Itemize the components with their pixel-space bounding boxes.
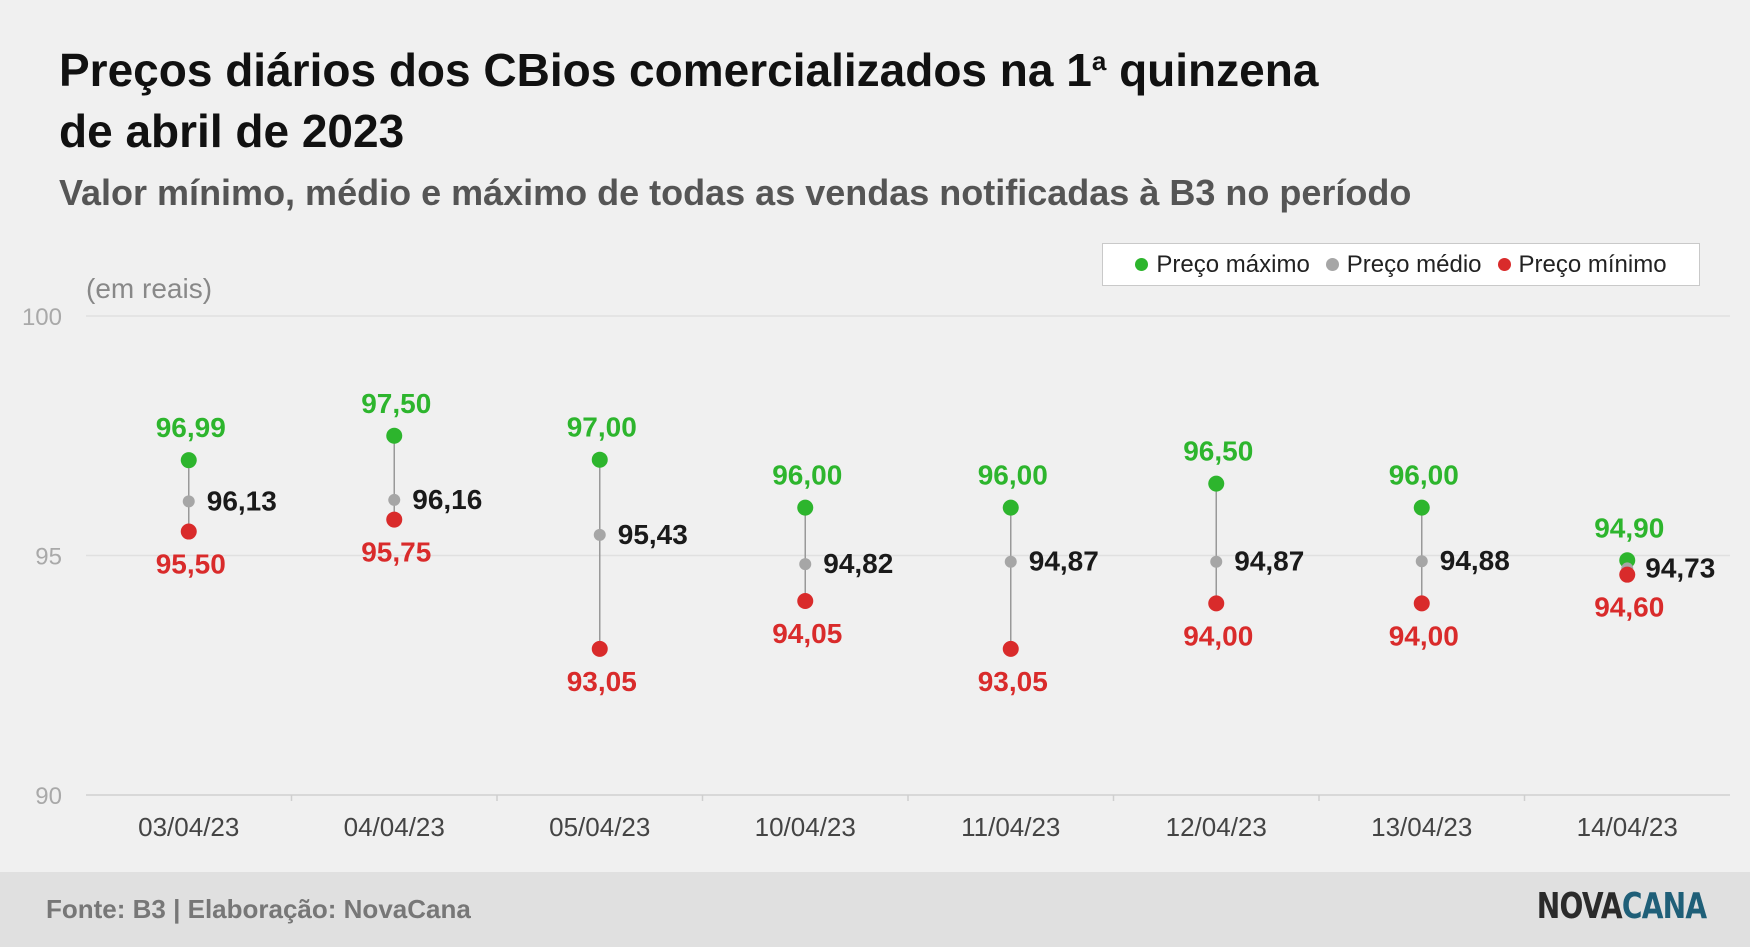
- y-tick-label-95: 95: [35, 544, 62, 571]
- y-axis-title: (em reais): [86, 273, 212, 304]
- max-point: [180, 452, 197, 469]
- max-point: [1413, 499, 1430, 516]
- title-line-1-end: quinzena: [1106, 44, 1319, 96]
- dot-range-chart: (em reais) 90 95 100 03/04/23 04/04/23 05/04/2…: [22, 273, 1730, 842]
- y-tick-label-100: 100: [22, 304, 62, 331]
- min-data-label: 95,50: [156, 549, 226, 580]
- x-tick-label: 03/04/23: [138, 812, 239, 842]
- min-point: [386, 511, 403, 528]
- x-tick-label: 11/04/23: [961, 812, 1060, 842]
- chart-subtitle: Valor mínimo, médio e máximo de todas as…: [59, 172, 1412, 213]
- novacana-logo: NOVACANA: [1536, 886, 1706, 927]
- min-point: [180, 523, 197, 540]
- title-line-2: de abril de 2023: [59, 104, 405, 157]
- min-point: [797, 593, 814, 610]
- avg-data-label: 94,73: [1645, 552, 1715, 583]
- avg-point: [1210, 555, 1223, 568]
- legend-item-max: Preço máximo: [1135, 250, 1310, 279]
- source-note: Fonte: B3 | Elaboração: NovaCana: [46, 894, 471, 924]
- avg-data-label: 94,87: [1029, 546, 1099, 577]
- logo-part-2: CANA: [1621, 886, 1707, 927]
- max-point: [591, 451, 608, 468]
- min-data-label: 93,05: [978, 666, 1048, 697]
- max-point: [1002, 499, 1019, 516]
- avg-data-label: 95,43: [618, 519, 688, 550]
- legend-dot-avg: [1325, 258, 1339, 271]
- max-data-label: 96,99: [156, 412, 226, 443]
- x-tick-label: 14/04/23: [1577, 812, 1678, 842]
- max-data-label: 94,90: [1594, 512, 1664, 543]
- legend-dot-min: [1497, 258, 1511, 271]
- logo-part-1: NOVA: [1536, 886, 1622, 927]
- min-data-label: 94,00: [1389, 620, 1459, 651]
- avg-data-label: 94,87: [1234, 546, 1304, 577]
- max-data-label: 96,00: [978, 460, 1048, 491]
- legend-item-avg: Preço médio: [1325, 250, 1482, 279]
- avg-point: [182, 495, 195, 508]
- legend-dot-max: [1135, 258, 1149, 271]
- min-point: [591, 640, 608, 657]
- avg-point: [593, 528, 606, 541]
- y-tick-label-90: 90: [35, 783, 62, 810]
- min-point: [1619, 566, 1636, 583]
- min-point: [1208, 595, 1225, 612]
- min-data-label: 94,60: [1594, 592, 1664, 623]
- max-point: [797, 499, 814, 516]
- avg-data-label: 96,16: [412, 484, 482, 515]
- legend-label-avg: Preço médio: [1346, 250, 1482, 278]
- max-data-label: 97,00: [567, 412, 637, 443]
- chart-legend: Preço máximo Preço médio Preço mínimo: [1102, 243, 1700, 286]
- x-tick-label: 10/04/23: [755, 812, 856, 842]
- avg-point: [799, 558, 812, 571]
- x-tick-label: 05/04/23: [549, 812, 650, 842]
- chart-title: Preços diários dos CBios comercializados…: [59, 40, 1318, 161]
- legend-label-min: Preço mínimo: [1518, 250, 1667, 278]
- avg-point: [388, 493, 401, 506]
- avg-data-label: 94,82: [823, 548, 893, 579]
- min-data-label: 94,05: [772, 618, 842, 649]
- min-data-label: 95,75: [361, 537, 431, 568]
- x-tick-label: 13/04/23: [1371, 812, 1472, 842]
- max-point: [1208, 475, 1225, 492]
- avg-data-label: 96,13: [207, 485, 277, 516]
- title-superscript: a: [1091, 46, 1107, 76]
- min-point: [1413, 595, 1430, 612]
- max-point: [386, 427, 403, 444]
- x-tick-label: 04/04/23: [344, 812, 445, 842]
- legend-item-min: Preço mínimo: [1497, 250, 1667, 279]
- footer: Fonte: B3 | Elaboração: NovaCana NOVACAN…: [0, 872, 1750, 947]
- max-data-label: 96,00: [772, 460, 842, 491]
- avg-data-label: 94,88: [1440, 545, 1510, 576]
- min-data-label: 93,05: [567, 666, 637, 697]
- legend-label-max: Preço máximo: [1156, 250, 1310, 278]
- avg-point: [1415, 555, 1428, 568]
- min-point: [1002, 640, 1019, 657]
- max-data-label: 96,00: [1389, 460, 1459, 491]
- title-line-1: Preços diários dos CBios comercializados…: [59, 44, 1092, 96]
- min-data-label: 94,00: [1183, 620, 1253, 651]
- max-data-label: 97,50: [361, 388, 431, 419]
- max-data-label: 96,50: [1183, 436, 1253, 467]
- avg-point: [1004, 555, 1017, 568]
- x-tick-label: 12/04/23: [1166, 812, 1267, 842]
